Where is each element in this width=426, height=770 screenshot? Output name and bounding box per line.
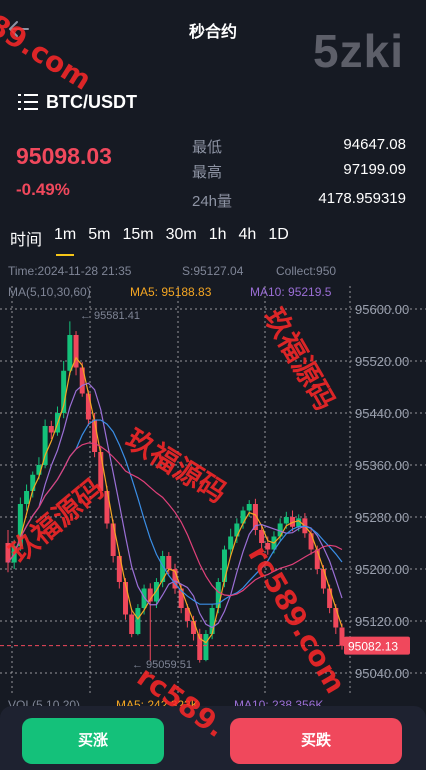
candle-body <box>123 582 129 615</box>
candle-body <box>259 530 265 543</box>
candle-body <box>265 543 271 550</box>
candle-body <box>178 588 184 608</box>
candle-body <box>184 608 190 621</box>
candle-body <box>228 536 234 550</box>
y-tick-label: 95440.00 <box>355 406 409 421</box>
candle-body <box>17 504 23 547</box>
candle-body <box>320 569 326 589</box>
candle-body <box>73 335 79 368</box>
chart-s-value: S:95127.04 <box>182 264 244 278</box>
page-title: 秒合约 <box>188 24 237 41</box>
candle-body <box>135 608 141 634</box>
candle-body <box>209 608 215 634</box>
candle-body <box>42 426 48 465</box>
interval-tab-1h[interactable]: 1h <box>208 226 227 243</box>
candle-body <box>116 556 122 582</box>
interval-tab-15m[interactable]: 15m <box>122 226 154 243</box>
interval-tab-1d[interactable]: 1D <box>268 226 289 243</box>
candle-body <box>314 549 320 569</box>
chart-collect: Collect:950 <box>276 264 337 278</box>
buy-down-button[interactable]: 买跌 <box>230 718 402 764</box>
current-price-tag-bg <box>344 636 410 655</box>
interval-tab-30m[interactable]: 30m <box>165 226 197 243</box>
ma60-line <box>7 442 343 597</box>
stat-label-volume: 24h量 <box>192 193 233 210</box>
back-arrow-icon[interactable] <box>6 16 32 42</box>
candle-body <box>153 582 159 602</box>
candle-body <box>234 523 240 537</box>
top-bar: 秒合约 5zki <box>0 0 426 77</box>
menu-icon <box>18 94 38 110</box>
candle-body <box>141 588 147 608</box>
candle-body <box>327 588 333 608</box>
interval-tab-5m[interactable]: 5m <box>88 226 111 243</box>
candle-body <box>61 370 67 413</box>
candle-body <box>85 393 91 420</box>
candle-body <box>277 523 283 537</box>
candle-body <box>191 621 197 634</box>
stat-value-low: 94647.08 <box>343 136 406 153</box>
pair-name: BTC/USDT <box>46 91 137 112</box>
y-tick-label: 95120.00 <box>355 614 409 629</box>
candle-body <box>197 634 203 660</box>
candle-body <box>252 504 258 530</box>
stat-value-volume: 4178.959319 <box>318 190 406 207</box>
interval-tab-time[interactable]: 时间 <box>10 232 43 249</box>
y-tick-label: 95520.00 <box>355 354 409 369</box>
candle-body <box>296 518 302 527</box>
candle-body <box>283 517 289 524</box>
candle-body <box>339 627 345 646</box>
low-marker: ← 95059.51 <box>132 659 192 671</box>
ma10-value: MA10: 95219.5 <box>250 285 332 299</box>
candle-body <box>147 588 153 602</box>
candle-body <box>24 491 30 504</box>
current-price-tag: 95082.13 <box>348 640 398 654</box>
ma-title: MA(5,10,30,60) <box>8 285 91 299</box>
kline-chart-svg: 95600.00 95520.00 95440.00 95360.00 95280.00… <box>0 286 426 696</box>
watermark-logo: 5zki <box>313 25 404 77</box>
candle-body <box>203 634 209 660</box>
candle-body <box>5 543 11 563</box>
stat-label-low: 最低 <box>192 139 223 156</box>
candle-body <box>221 549 227 582</box>
price-change: -0.49% <box>16 180 70 199</box>
candle-body <box>308 533 314 550</box>
current-price: 95098.03 <box>16 143 112 169</box>
candle-body <box>48 426 54 433</box>
buy-up-button[interactable]: 买涨 <box>22 718 164 764</box>
interval-tab-4h[interactable]: 4h <box>238 226 257 243</box>
y-tick-label: 95600.00 <box>355 302 409 317</box>
candle-body <box>172 569 178 589</box>
y-tick-label: 95200.00 <box>355 562 409 577</box>
candle-body <box>215 582 221 608</box>
y-tick-label: 95360.00 <box>355 458 409 473</box>
y-tick-label: 95040.00 <box>355 666 409 681</box>
candle-body <box>110 523 116 556</box>
y-tick-label: 95280.00 <box>355 510 409 525</box>
candle-body <box>129 614 135 634</box>
high-marker: ← 95581.41 <box>80 310 140 322</box>
interval-tab-1m[interactable]: 1m <box>54 226 76 256</box>
candle-body <box>98 452 104 491</box>
ma5-value: MA5: 95188.83 <box>130 285 212 299</box>
kline-chart[interactable]: 95600.00 95520.00 95440.00 95360.00 95280.00… <box>0 256 426 712</box>
interval-tabs: 时间 1m 5m 15m 30m 1h 4h 1D <box>10 226 301 256</box>
pair-selector[interactable]: BTC/USDT <box>18 90 137 114</box>
chart-time: Time:2024-11-28 21:35 <box>8 264 132 278</box>
candle-body <box>104 491 110 524</box>
candle-body <box>30 474 36 491</box>
candle-body <box>246 504 252 511</box>
candle-body <box>166 556 172 569</box>
candle-body <box>240 510 246 524</box>
ma5-line <box>7 356 343 644</box>
stat-label-high: 最高 <box>192 164 223 181</box>
candle-body <box>160 556 166 582</box>
candle-body <box>333 608 339 628</box>
candle-body <box>79 367 85 394</box>
candle-body <box>67 335 73 371</box>
stat-value-high: 97199.09 <box>343 161 406 178</box>
candle-body <box>92 419 98 452</box>
candle-body <box>36 465 42 475</box>
